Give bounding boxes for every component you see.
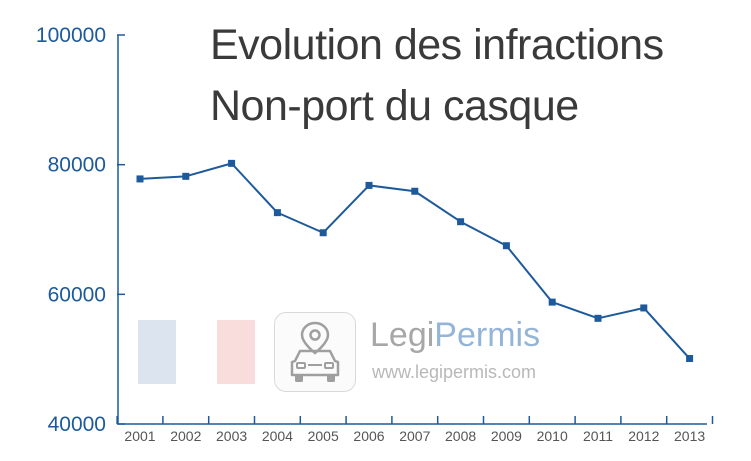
y-tick-label: 80000 [48,154,106,177]
x-axis-ticks: 2001 2002 2003 2004 2005 2006 2007 2008 2009 2010… [116,416,714,444]
x-tick-label: 2007 [399,428,430,444]
chart-axes [117,35,707,425]
data-point [273,209,281,217]
x-tick-label: 2002 [170,428,201,444]
watermark-url: www.legipermis.com [372,362,537,382]
chart-subtitle: Non-port du casque [210,82,579,130]
watermark-brand: LegiPermis [370,318,540,352]
y-tick-label: 100000 [36,24,106,47]
x-tick-label: 2004 [262,428,293,444]
series-group [136,159,694,363]
x-tick-label: 2012 [628,428,659,444]
data-point [548,298,556,306]
data-point [686,355,694,363]
x-tick-label: 2011 [583,428,613,444]
data-point [411,187,419,195]
data-point [182,172,190,180]
x-tick-label: 2006 [353,428,384,444]
x-tick-label: 2008 [445,428,476,444]
data-point [457,218,465,226]
data-point [319,229,327,237]
data-point [594,314,602,322]
y-tick-label: 40000 [48,413,106,436]
y-tick-label: 60000 [48,283,106,306]
car-location-icon [274,312,356,392]
y-axis-ticks: 40000 60000 80000 100000 [36,24,125,436]
data-point [502,242,510,250]
watermark-logo: LegiPermis www.legipermis.com [130,312,560,392]
chart-title: Evolution des infractions [210,21,664,69]
data-point [228,159,236,167]
x-tick-label: 2010 [537,428,568,444]
x-tick-label: 2003 [216,428,247,444]
flag-blue-stripe [138,320,176,384]
data-point [365,181,373,189]
data-point [136,175,144,183]
x-tick-label: 2009 [491,428,522,444]
flag-red-stripe [217,320,255,384]
watermark-brand-part1: Legi [370,316,435,354]
watermark-brand-part2: Permis [434,316,541,354]
x-tick-label: 2013 [674,428,705,444]
x-tick-label: 2001 [124,428,155,444]
x-tick-label: 2005 [308,428,339,444]
data-point [640,304,648,312]
